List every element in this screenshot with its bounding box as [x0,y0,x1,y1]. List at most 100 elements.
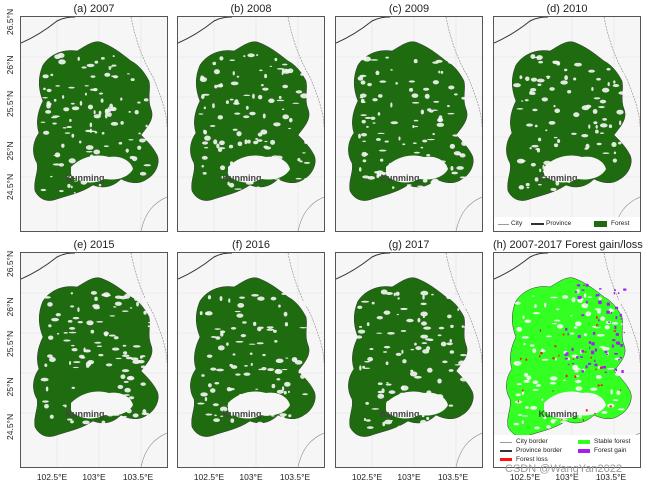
non-forest-patch [80,356,86,359]
non-forest-patch [548,120,556,125]
non-forest-patch [225,100,229,105]
non-forest-patch [602,118,607,121]
non-forest-patch [524,319,532,324]
non-forest-patch [432,133,435,136]
non-forest-patch [72,366,79,369]
non-forest-patch [215,336,221,340]
forest-loss-patch [590,356,593,359]
non-forest-patch [258,368,264,371]
non-forest-patch [448,61,456,64]
urban-area [386,155,448,183]
non-forest-patch [459,176,467,179]
non-forest-patch [243,372,251,376]
non-forest-patch [552,60,561,65]
non-forest-patch [276,99,285,102]
non-forest-patch [276,68,285,70]
non-forest-patch [295,90,303,94]
non-forest-patch [360,133,368,137]
panel-title: (a) 2007 [73,3,115,15]
non-forest-patch [420,109,425,115]
non-forest-patch [140,382,146,386]
non-forest-patch [437,334,442,337]
non-forest-patch [229,98,234,101]
non-forest-patch [519,75,523,80]
forest-gain-patch [617,341,621,345]
non-forest-patch [219,330,226,334]
non-forest-patch [591,87,594,91]
non-forest-patch [202,171,207,175]
non-forest-patch [270,139,276,145]
non-forest-patch [417,185,424,188]
non-forest-patch [84,92,87,96]
non-forest-patch [599,123,608,128]
forest-loss-patch [540,351,543,355]
forest-gain-patch [606,353,608,355]
non-forest-patch [539,168,542,173]
non-forest-patch [132,345,141,348]
non-forest-patch [128,110,131,113]
non-forest-patch [68,86,75,89]
non-forest-patch [233,102,240,105]
non-forest-patch [526,123,534,127]
non-forest-patch [585,187,594,192]
non-forest-patch [538,60,543,64]
non-forest-patch [577,298,583,303]
forest-gain-patch [578,296,583,299]
non-forest-patch [522,315,525,320]
non-forest-patch [120,374,126,380]
non-forest-patch [453,93,458,96]
non-forest-patch [530,77,538,82]
non-forest-patch [212,61,217,66]
non-forest-patch [59,189,64,193]
map-frame: Kunming [177,16,325,232]
city-border [445,253,482,364]
non-forest-patch [377,393,385,399]
non-forest-patch [242,321,247,324]
non-forest-patch [219,56,224,61]
non-forest-patch [606,67,611,71]
non-forest-patch [554,357,558,361]
non-forest-patch [371,408,380,410]
non-forest-patch [139,138,146,143]
forest-loss-patch [613,330,617,332]
non-forest-patch [426,138,435,141]
non-forest-patch [55,313,61,317]
city-border [603,253,640,364]
non-forest-patch [212,103,215,109]
non-forest-patch [445,424,449,427]
non-forest-patch [237,303,245,308]
non-forest-patch [276,378,281,381]
non-forest-patch [125,148,129,153]
x-tick-label: 103.5°E [279,472,311,482]
non-forest-patch [432,61,439,64]
non-forest-patch [385,56,390,59]
non-forest-patch [369,348,374,351]
non-forest-patch [42,74,49,79]
non-forest-patch [602,187,609,191]
non-forest-patch [252,93,255,99]
non-forest-patch [535,148,540,151]
non-forest-patch [612,158,618,163]
non-forest-patch [617,408,625,411]
non-forest-patch [421,321,427,326]
non-forest-patch [557,139,561,144]
non-forest-patch [390,102,393,108]
non-forest-patch [281,108,285,110]
non-forest-patch [103,331,109,336]
forest-map: Kunming [178,17,324,231]
non-forest-patch [266,326,274,329]
forest-loss-patch [558,354,560,357]
non-forest-patch [112,55,115,58]
non-forest-patch [453,296,460,301]
legend-forest: Forest [611,220,630,227]
non-forest-patch [539,176,547,179]
non-forest-patch [86,150,93,153]
non-forest-patch [63,107,70,112]
non-forest-patch [460,180,468,183]
non-forest-patch [52,163,61,166]
non-forest-patch [228,144,234,149]
forest-loss-patch [554,345,557,348]
non-forest-patch [98,353,104,357]
non-forest-patch [89,122,93,128]
city-line-swatch [498,224,509,225]
